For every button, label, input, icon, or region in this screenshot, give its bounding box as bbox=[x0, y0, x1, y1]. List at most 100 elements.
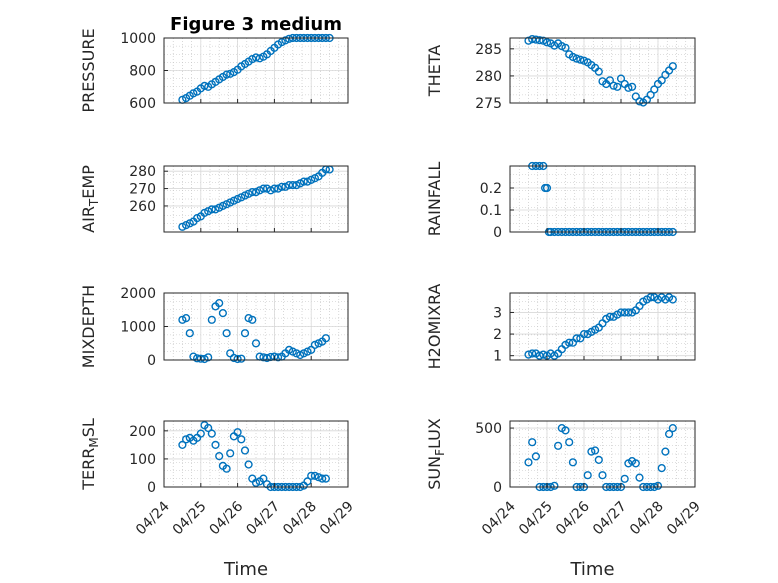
data-point bbox=[531, 35, 541, 44]
data-point bbox=[605, 76, 615, 85]
data-point bbox=[237, 435, 246, 444]
series-markers bbox=[178, 299, 331, 364]
data-point bbox=[568, 458, 578, 467]
y-axis-label: RAINFALL bbox=[425, 162, 444, 237]
data-point bbox=[303, 477, 312, 486]
subplot-4: 0 0.1 0.2 RAINFALL bbox=[425, 162, 696, 241]
data-point bbox=[594, 67, 603, 76]
subplot-7: 0 100 200 TERRMSL 04/2404/2504/2604/2704/280… bbox=[79, 418, 357, 580]
data-point bbox=[542, 183, 552, 193]
y-axis-label: THETA bbox=[425, 45, 444, 97]
data-point bbox=[620, 474, 629, 483]
data-point bbox=[565, 438, 574, 447]
data-point bbox=[609, 81, 618, 90]
y-tick-label: 1000 bbox=[120, 320, 156, 336]
data-point bbox=[624, 83, 633, 92]
subplot-1: 600 800 1000 PRESSURE Figure 3 medium bbox=[79, 14, 349, 113]
data-point bbox=[598, 471, 607, 480]
axes-box bbox=[509, 37, 696, 104]
data-point bbox=[281, 36, 290, 45]
data-point bbox=[211, 440, 220, 450]
data-point bbox=[561, 426, 570, 435]
data-point bbox=[222, 329, 231, 338]
data-point bbox=[233, 354, 242, 364]
data-point bbox=[583, 471, 592, 480]
data-point bbox=[307, 471, 316, 480]
data-point bbox=[646, 90, 655, 100]
data-point bbox=[196, 429, 205, 438]
x-axis-label: Time bbox=[569, 559, 614, 580]
y-tick-label: 260 bbox=[129, 199, 156, 215]
y-tick-label: 285 bbox=[475, 42, 502, 58]
subplot-5: 0 1000 2000 MIXDEPTH bbox=[79, 285, 349, 369]
x-tick-label: 04/27 bbox=[590, 499, 630, 539]
data-point bbox=[664, 429, 674, 439]
y-tick-label: 0 bbox=[147, 353, 156, 369]
data-point bbox=[233, 428, 242, 437]
data-point bbox=[668, 62, 677, 71]
data-point bbox=[668, 424, 677, 433]
y-axis-label-part: EMP bbox=[79, 165, 98, 199]
y-tick-label: 2 bbox=[493, 327, 502, 343]
y-axis-label-part: H2OMIXRA bbox=[425, 284, 444, 370]
data-point bbox=[539, 350, 548, 359]
data-point bbox=[314, 473, 323, 482]
subplot-2: 275 280 285 THETA bbox=[425, 34, 696, 112]
data-point bbox=[668, 295, 677, 304]
data-point bbox=[624, 308, 633, 317]
data-point bbox=[226, 449, 235, 458]
data-point bbox=[251, 339, 261, 348]
data-point bbox=[561, 43, 570, 52]
data-point bbox=[542, 38, 552, 47]
x-axis-label: Time bbox=[223, 559, 268, 580]
data-point bbox=[524, 36, 533, 45]
data-point bbox=[248, 315, 257, 324]
y-tick-label: 280 bbox=[129, 164, 156, 180]
data-point bbox=[277, 182, 286, 191]
data-point bbox=[182, 314, 191, 323]
data-point bbox=[524, 458, 533, 467]
data-point bbox=[240, 329, 250, 338]
y-axis-label: MIXDEPTH bbox=[79, 285, 98, 368]
x-tick-label: 04/29 bbox=[664, 499, 704, 539]
x-tick-label: 04/27 bbox=[243, 499, 283, 539]
data-point bbox=[299, 177, 308, 186]
data-point bbox=[550, 481, 559, 490]
data-point bbox=[579, 330, 589, 339]
y-axis-label-part: TERR bbox=[79, 448, 98, 491]
y-tick-label: 0 bbox=[493, 225, 502, 241]
subplot-8: 0 500 SUNFLUX 04/2404/2504/2604/2704/2804/2… bbox=[425, 418, 704, 580]
data-point bbox=[616, 74, 626, 83]
axes-box bbox=[163, 420, 349, 488]
x-tick-label: 04/28 bbox=[627, 499, 667, 539]
y-tick-label: 500 bbox=[475, 421, 502, 437]
x-tick-label: 04/26 bbox=[553, 498, 593, 538]
data-point bbox=[572, 334, 581, 343]
y-tick-label: 3 bbox=[493, 305, 502, 321]
data-point bbox=[204, 353, 213, 362]
data-point bbox=[318, 474, 327, 483]
y-tick-label: 280 bbox=[475, 69, 502, 85]
y-tick-label: 1000 bbox=[120, 31, 156, 47]
data-point bbox=[259, 474, 268, 483]
data-point bbox=[255, 54, 264, 63]
data-point bbox=[182, 435, 191, 444]
y-axis-label-subscript: T bbox=[87, 198, 101, 207]
x-tick-label: 04/29 bbox=[317, 499, 357, 539]
series-markers bbox=[524, 34, 677, 107]
data-point bbox=[222, 70, 231, 79]
y-tick-label: 800 bbox=[129, 64, 156, 80]
data-point bbox=[218, 309, 228, 318]
data-point bbox=[288, 181, 297, 190]
data-point bbox=[248, 188, 257, 197]
data-point bbox=[262, 353, 272, 363]
y-axis-label: H2OMIXRA bbox=[425, 284, 444, 370]
data-point bbox=[204, 423, 213, 433]
data-point bbox=[310, 340, 320, 350]
data-point bbox=[590, 446, 600, 455]
data-point bbox=[653, 481, 663, 490]
data-point bbox=[528, 438, 537, 447]
data-point bbox=[321, 334, 331, 343]
y-tick-label: 0 bbox=[493, 480, 502, 496]
